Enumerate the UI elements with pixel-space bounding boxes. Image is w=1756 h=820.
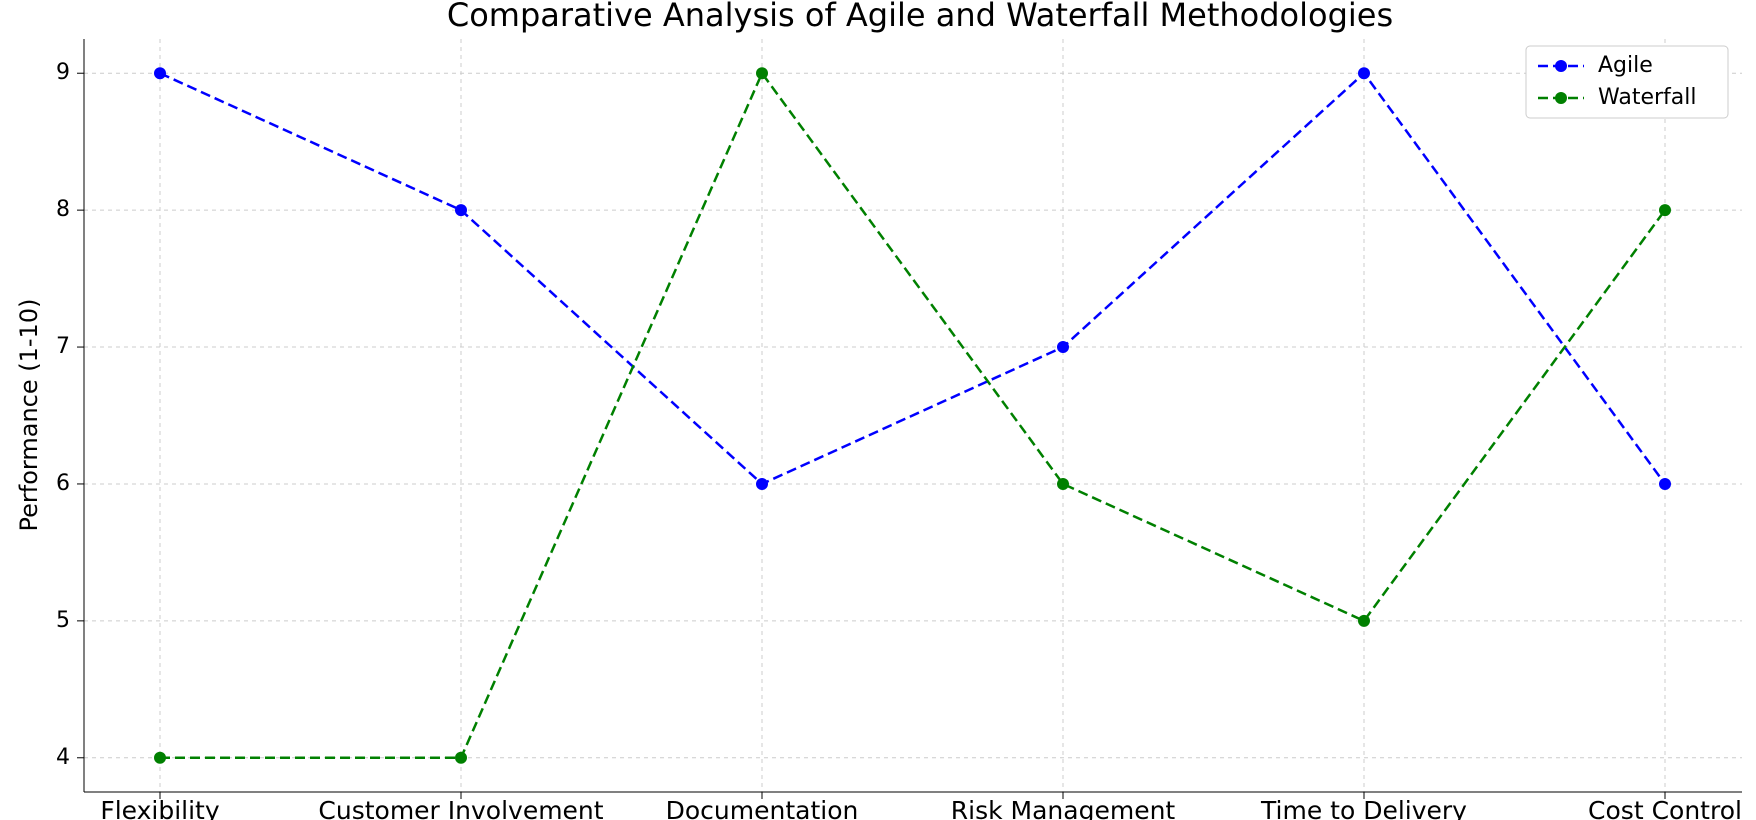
point xyxy=(1659,204,1671,217)
x-tick-label: Flexibility xyxy=(100,796,220,820)
series-line xyxy=(159,71,1667,486)
y-tick-label: 6 xyxy=(56,471,70,496)
y-tick-label: 5 xyxy=(56,608,70,633)
x-tick-label: Time to Delivery xyxy=(1260,796,1467,820)
point xyxy=(756,67,768,80)
chart-title: Comparative Analysis of Agile and Waterf… xyxy=(447,0,1393,34)
legend-marker xyxy=(1555,92,1567,104)
legend-label: Agile xyxy=(1598,53,1653,78)
y-tick-label: 7 xyxy=(56,334,70,359)
y-tick-label: 8 xyxy=(56,197,70,222)
y-axis-label: Performance (1-10) xyxy=(15,299,43,532)
point xyxy=(1358,67,1370,80)
x-tick-label: Risk Management xyxy=(951,796,1176,820)
legend-box xyxy=(1525,45,1729,119)
point xyxy=(756,477,768,490)
point xyxy=(154,67,166,80)
point xyxy=(455,751,467,764)
y-tick-label: 9 xyxy=(56,60,70,85)
x-tick-label: Documentation xyxy=(666,796,859,820)
legend-label: Waterfall xyxy=(1598,85,1696,110)
point xyxy=(1057,341,1069,354)
point xyxy=(1659,477,1671,490)
x-tick-label: Customer Involvement xyxy=(318,796,603,820)
series-line xyxy=(160,70,1667,760)
point xyxy=(154,751,166,764)
point xyxy=(1358,614,1370,627)
x-tick-label: Cost Control xyxy=(1588,796,1742,820)
point xyxy=(1057,477,1069,490)
y-tick-label: 4 xyxy=(56,745,70,770)
legend-marker xyxy=(1555,60,1567,72)
point xyxy=(455,204,467,217)
